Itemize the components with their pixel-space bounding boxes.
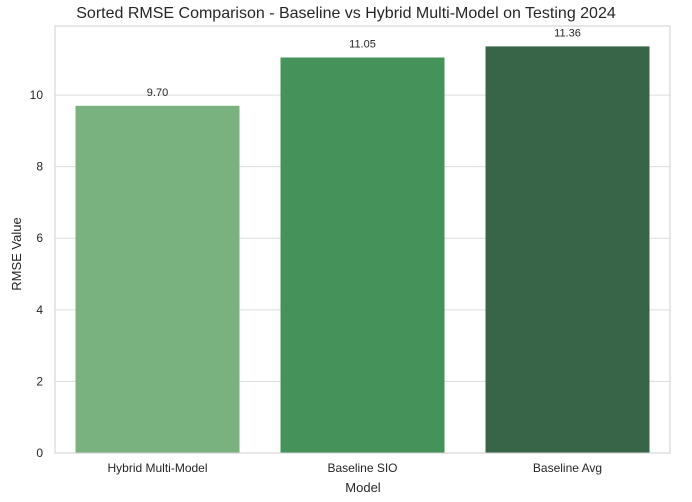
- plot-frame: [54, 25, 671, 454]
- y-tick-labels: 0 2 4 6 8 10: [30, 88, 44, 460]
- x-tick-labels: Hybrid Multi-Model Baseline SIO Baseline A…: [107, 461, 602, 475]
- bar-value-label: 9.70: [147, 87, 168, 99]
- y-tick-label: 8: [36, 160, 43, 174]
- chart-title: Sorted RMSE Comparison - Baseline vs Hyb…: [76, 5, 616, 22]
- x-tick-label: Hybrid Multi-Model: [107, 461, 207, 475]
- y-axis-label: RMSE Value: [9, 217, 24, 290]
- y-tick-label: 4: [36, 303, 43, 317]
- bar-group: [75, 46, 650, 453]
- bar-baseline-avg: [485, 46, 650, 453]
- y-tick-label: 10: [30, 88, 44, 102]
- y-tick-label: 0: [36, 446, 43, 460]
- bar-value-label: 11.05: [349, 38, 376, 50]
- bar-baseline-sio: [280, 57, 445, 453]
- y-tick-label: 2: [36, 374, 43, 388]
- bar-hybrid-multi-model: [75, 105, 240, 453]
- y-tick-label: 6: [36, 231, 43, 245]
- data-label-group: 9.70 11.05 11.36: [147, 27, 581, 98]
- x-tick-label: Baseline SIO: [327, 461, 397, 475]
- x-axis-label: Model: [345, 480, 381, 495]
- x-tick-label: Baseline Avg: [533, 461, 602, 475]
- bar-value-label: 11.36: [554, 27, 581, 39]
